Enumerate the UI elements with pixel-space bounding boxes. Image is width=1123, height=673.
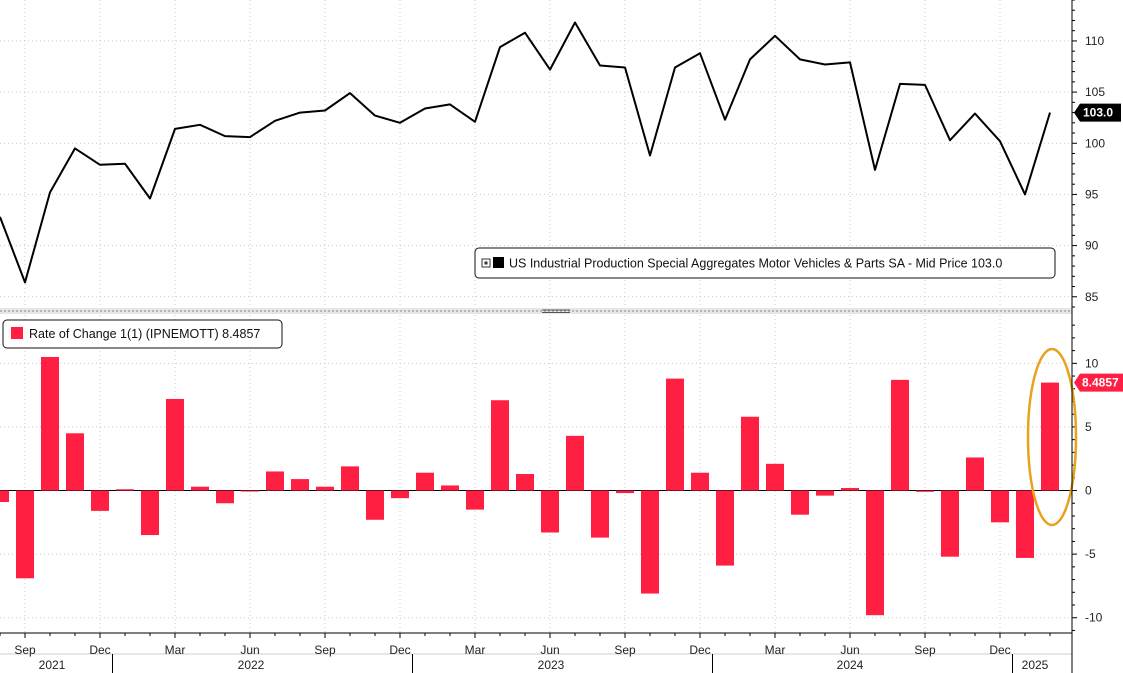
x-month-label: Jun [840, 643, 859, 657]
top-panel: 85 90 95 100 105 110 103.0 US Industrial Prod… [0, 0, 1121, 308]
bar [491, 400, 509, 491]
x-month-ticks: Sep Dec Mar Jun Sep Dec Mar Jun Sep Dec Mar Jun Sep D… [0, 633, 1051, 657]
bar [891, 379, 909, 491]
x-month-label: Dec [89, 643, 110, 657]
bar [291, 479, 309, 491]
bottom-y-tick-label: -10 [1085, 611, 1103, 625]
bar [691, 472, 709, 491]
bar [166, 398, 184, 491]
bar [941, 490, 959, 557]
bottom-last-value-badge: 8.4857 [1074, 373, 1123, 392]
bar [541, 490, 559, 533]
bottom-last-value-label: 8.4857 [1082, 376, 1119, 390]
bar-series [0, 356, 1059, 616]
top-y-tick-label: 105 [1085, 85, 1105, 99]
x-month-label: Dec [989, 643, 1010, 657]
bottom-y-tick-label: 10 [1085, 356, 1099, 370]
bar [641, 490, 659, 594]
bar [566, 435, 584, 491]
bar [991, 490, 1009, 523]
bar [591, 490, 609, 538]
bar [216, 490, 234, 504]
bar [0, 490, 9, 502]
top-y-axis: 85 90 95 100 105 110 [1072, 0, 1105, 308]
top-y-tick-label: 110 [1085, 34, 1104, 48]
bar [966, 457, 984, 491]
top-last-value-badge: 103.0 [1074, 103, 1121, 122]
bar [791, 490, 809, 515]
x-month-label: Sep [914, 643, 936, 657]
top-y-tick-label: 95 [1085, 187, 1099, 201]
bar [741, 416, 759, 491]
x-month-label: Sep [314, 643, 336, 657]
top-y-tick-label: 90 [1085, 239, 1099, 253]
bar [441, 485, 459, 491]
x-month-label: Dec [389, 643, 410, 657]
bottom-legend-label: Rate of Change 1(1) (IPNEMOTT) 8.4857 [29, 327, 260, 341]
bar [616, 490, 634, 494]
top-legend-label: US Industrial Production Special Aggrega… [509, 257, 1002, 271]
bottom-gridlines [0, 362, 1072, 619]
bar [41, 356, 59, 491]
bar [416, 472, 434, 491]
line-series [0, 21, 1051, 284]
bar [766, 463, 784, 491]
bottom-y-tick-label: 5 [1085, 420, 1092, 434]
bottom-panel: -10 -5 0 5 10 8.4857 Rate of Change 1(1) (IP… [0, 315, 1123, 633]
x-month-label: Sep [14, 643, 36, 657]
legend-swatch-line [493, 257, 504, 268]
bar [866, 490, 884, 616]
x-month-label: Mar [165, 643, 186, 657]
x-axis: Sep Dec Mar Jun Sep Dec Mar Jun Sep Dec Mar Jun Sep D… [0, 632, 1072, 673]
bar [916, 490, 934, 492]
x-year-label: 2022 [238, 658, 265, 672]
x-month-label: Mar [465, 643, 486, 657]
bar [16, 490, 34, 579]
bar [116, 489, 134, 491]
bottom-y-tick-label: -5 [1085, 547, 1096, 561]
bottom-y-tick-label: 0 [1085, 484, 1092, 498]
x-year-label: 2021 [39, 658, 66, 672]
bar [816, 490, 834, 496]
bar [66, 433, 84, 491]
x-month-label: Mar [765, 643, 786, 657]
bar [266, 471, 284, 491]
bottom-y-axis: -10 -5 0 5 10 [1072, 324, 1103, 631]
legend-swatch-bar [11, 327, 23, 339]
bar [716, 490, 734, 566]
top-y-tick-label: 100 [1085, 136, 1105, 150]
x-year-label: 2024 [837, 658, 864, 672]
bar [141, 490, 159, 536]
x-month-label: Jun [240, 643, 259, 657]
bar [241, 490, 259, 492]
x-year-label: 2023 [538, 658, 565, 672]
bar [341, 466, 359, 491]
bar [466, 490, 484, 510]
top-last-value-label: 103.0 [1083, 106, 1113, 120]
top-gridlines [0, 40, 1072, 298]
bar [366, 490, 384, 520]
bar [91, 490, 109, 511]
top-legend: US Industrial Production Special Aggrega… [474, 247, 1056, 279]
bottom-legend: Rate of Change 1(1) (IPNEMOTT) 8.4857 [2, 319, 283, 349]
bar [1016, 490, 1034, 558]
x-year-label: 2025 [1022, 658, 1049, 672]
bar [316, 486, 334, 491]
bottom-vertical-gridlines [24, 315, 1001, 633]
bar [191, 486, 209, 491]
x-month-label: Dec [689, 643, 710, 657]
x-month-label: Jun [540, 643, 559, 657]
bar [1041, 382, 1059, 491]
x-year-ticks: 2021 2022 2023 2024 2025 [39, 654, 1049, 673]
bar [666, 378, 684, 491]
top-y-tick-label: 85 [1085, 290, 1099, 304]
bar [391, 490, 409, 499]
x-month-label: Sep [614, 643, 636, 657]
panel-divider[interactable] [0, 308, 1072, 314]
bar [516, 474, 534, 491]
bar [841, 487, 859, 491]
highlight-ellipse [1026, 347, 1078, 527]
